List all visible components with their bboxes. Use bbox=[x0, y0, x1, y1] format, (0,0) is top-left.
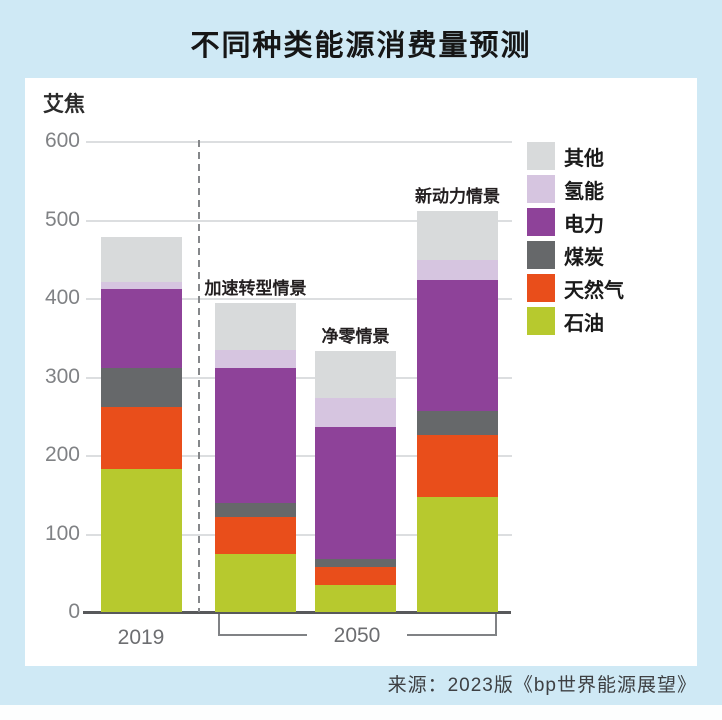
bar-segment-煤炭-加速转型情景 bbox=[215, 502, 296, 517]
gridline-100 bbox=[86, 533, 512, 536]
legend-label-氢能: 氢能 bbox=[564, 180, 604, 203]
gridline-600 bbox=[86, 141, 512, 143]
legend-item-其他: 其他 bbox=[527, 142, 624, 170]
legend-swatch-煤炭 bbox=[527, 241, 555, 269]
scenario-label-新动力情景: 新动力情景 bbox=[415, 186, 500, 206]
legend-swatch-氢能 bbox=[527, 175, 555, 203]
y-tick-label-400: 400 bbox=[44, 286, 80, 309]
chart-title: 不同种类能源消费量预测 bbox=[190, 30, 532, 62]
bar-segment-石油-加速转型情景 bbox=[215, 553, 296, 612]
bar-segment-氢能-加速转型情景 bbox=[215, 349, 296, 368]
legend-swatch-电力 bbox=[527, 208, 555, 236]
bar-segment-天然气-新动力情景 bbox=[417, 434, 498, 497]
y-tick-label-300: 300 bbox=[44, 364, 80, 388]
x-axis-label-2050: 2050 bbox=[307, 625, 407, 647]
bar-segment-石油-净零情景 bbox=[315, 584, 396, 612]
chart-panel: 艾焦 0 100 200 300 400 500 600 加速转型情景净零情景 新动力情景 20… bbox=[25, 78, 697, 666]
legend-label-天然气: 天然气 bbox=[564, 279, 624, 302]
legend-label-石油: 石油 bbox=[564, 312, 604, 335]
legend-item-氢能: 氢能 bbox=[527, 175, 624, 203]
y-tick-label-100: 100 bbox=[44, 521, 80, 545]
x-axis-label-2019: 2019 bbox=[117, 626, 165, 649]
bar-segment-电力-净零情景 bbox=[315, 426, 396, 559]
y-tick-label-0: 0 bbox=[68, 600, 80, 623]
bar-segment-其他-2019 bbox=[101, 236, 182, 282]
bar-segment-天然气-加速转型情景 bbox=[215, 517, 296, 554]
bar-segment-电力-2019 bbox=[101, 289, 182, 368]
legend-label-煤炭: 煤炭 bbox=[564, 246, 604, 269]
legend-item-天然气: 天然气 bbox=[527, 274, 624, 302]
legend: 其他氢能电力煤炭天然气石油 bbox=[527, 142, 624, 340]
legend-swatch-天然气 bbox=[527, 274, 555, 302]
y-tick-label-200: 200 bbox=[44, 443, 80, 466]
legend-item-煤炭: 煤炭 bbox=[527, 241, 624, 269]
x-axis-baseline bbox=[83, 611, 511, 614]
bar-segment-其他-净零情景 bbox=[315, 351, 396, 399]
bar-segment-氢能-新动力情景 bbox=[417, 260, 498, 280]
bar-segment-氢能-2019 bbox=[101, 281, 182, 290]
bar-segment-石油-2019 bbox=[101, 469, 182, 612]
gridline-400 bbox=[86, 298, 512, 300]
divider-dashed-line bbox=[198, 140, 200, 612]
legend-label-电力: 电力 bbox=[564, 213, 604, 236]
bar-segment-煤炭-净零情景 bbox=[315, 558, 396, 568]
legend-label-其他: 其他 bbox=[564, 147, 604, 170]
legend-swatch-其他 bbox=[527, 142, 555, 170]
bar-segment-其他-加速转型情景 bbox=[215, 303, 296, 350]
scenario-label-加速转型情景: 加速转型情景 bbox=[204, 279, 307, 299]
bar-segment-电力-加速转型情景 bbox=[215, 367, 296, 503]
legend-item-石油: 石油 bbox=[527, 307, 624, 335]
y-tick-label-500: 500 bbox=[44, 207, 80, 231]
y-axis-unit-label: 艾焦 bbox=[43, 93, 85, 116]
source-attribution: 来源：2023版《bp世界能源展望》 bbox=[387, 675, 697, 696]
bar-segment-石油-新动力情景 bbox=[417, 496, 498, 612]
bar-segment-天然气-净零情景 bbox=[315, 567, 396, 585]
scenario-label-净零情景: 净零情景 bbox=[321, 327, 390, 347]
bar-segment-煤炭-新动力情景 bbox=[417, 411, 498, 435]
legend-item-电力: 电力 bbox=[527, 208, 624, 236]
bar-segment-氢能-净零情景 bbox=[315, 398, 396, 427]
bar-segment-天然气-2019 bbox=[101, 407, 182, 470]
bar-segment-其他-新动力情景 bbox=[417, 210, 498, 261]
bar-segment-煤炭-2019 bbox=[101, 367, 182, 408]
gridline-500 bbox=[86, 219, 512, 222]
y-tick-label-600: 600 bbox=[44, 129, 80, 152]
gridline-200 bbox=[86, 455, 512, 457]
legend-swatch-石油 bbox=[527, 307, 555, 335]
bar-segment-电力-新动力情景 bbox=[417, 279, 498, 412]
gridline-300 bbox=[86, 376, 512, 379]
